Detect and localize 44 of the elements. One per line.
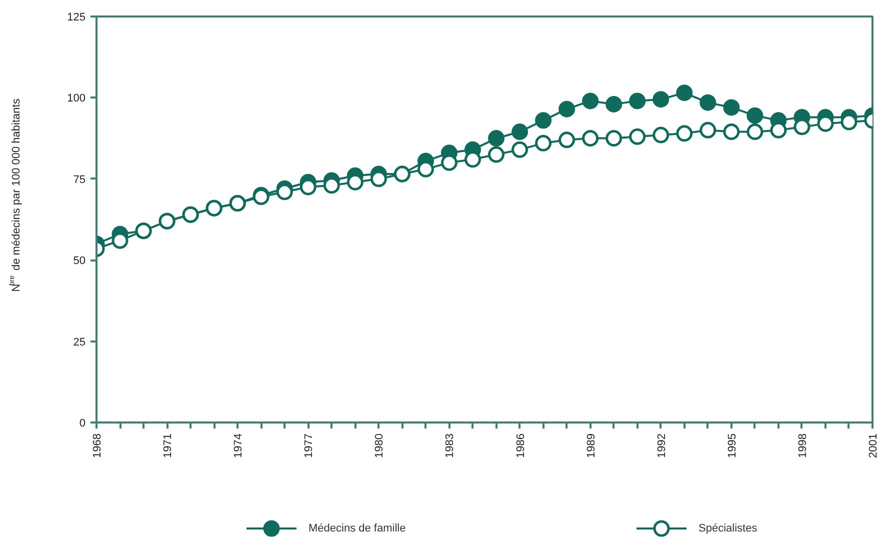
point xyxy=(700,122,716,138)
x-tick-label: 1983 xyxy=(444,433,456,458)
x-tick-label: 1992 xyxy=(656,433,668,458)
y-tick-label: 100 xyxy=(67,92,86,105)
point xyxy=(606,96,622,112)
x-tick-label: 1974 xyxy=(232,433,245,458)
x-tick-label: 1986 xyxy=(514,433,527,458)
x-tick-label: 1980 xyxy=(374,433,386,458)
point xyxy=(606,130,622,147)
point xyxy=(652,91,670,108)
x-tick-label: 1968 xyxy=(92,433,104,458)
y-tick-label: 125 xyxy=(67,12,86,24)
point xyxy=(535,112,552,129)
point xyxy=(512,141,528,158)
point xyxy=(746,107,764,124)
point xyxy=(629,92,646,110)
y-tick-label: 50 xyxy=(73,255,86,268)
point xyxy=(582,92,599,110)
y-tick-label: 75 xyxy=(73,174,86,186)
x-tick-label: 1989 xyxy=(585,433,598,458)
point xyxy=(582,130,599,147)
point xyxy=(488,146,505,163)
x-tick-label: 1977 xyxy=(303,433,316,458)
x-tick-label: 1998 xyxy=(796,433,809,458)
point xyxy=(700,94,716,111)
point xyxy=(676,84,693,102)
y-tick-label: 25 xyxy=(73,336,86,348)
point xyxy=(558,132,576,148)
legend-label: Médecins de famille xyxy=(308,522,406,534)
point xyxy=(629,128,646,145)
legend-label: Spécialistes xyxy=(698,522,758,534)
point xyxy=(652,126,670,144)
x-tick-label: 1971 xyxy=(162,433,174,458)
x-tick-label: 1995 xyxy=(726,433,738,458)
point xyxy=(488,130,505,147)
y-tick-label: 0 xyxy=(79,418,86,430)
point xyxy=(512,124,528,140)
point xyxy=(535,134,552,152)
point xyxy=(746,124,764,140)
point xyxy=(676,125,693,142)
x-tick-label: 2001 xyxy=(868,433,877,458)
point xyxy=(723,99,740,116)
point xyxy=(558,100,576,118)
point xyxy=(723,124,740,140)
